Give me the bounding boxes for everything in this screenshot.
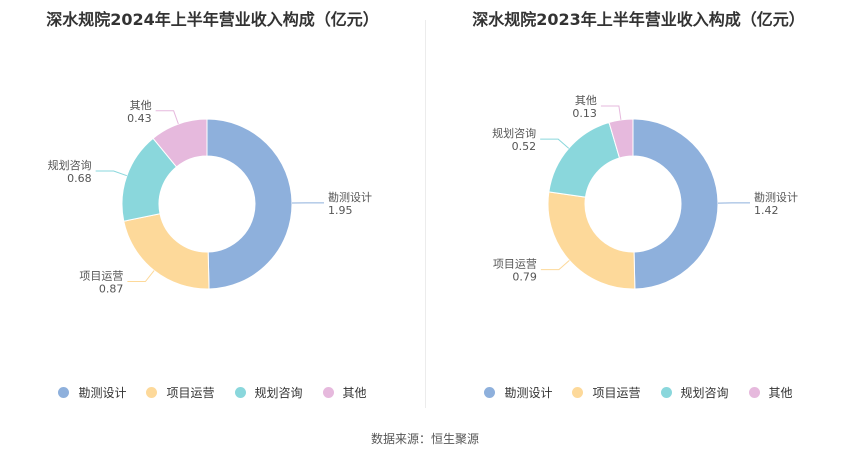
leader-line (540, 138, 570, 149)
donut-slice[interactable] (206, 118, 293, 290)
slice-value-label: 1.95 (328, 204, 353, 217)
legend-item-project-operation[interactable]: 项目运营 (146, 384, 215, 401)
data-source: 数据来源：恒生聚源 (370, 432, 479, 446)
slice-category-label: 其他 (130, 99, 152, 112)
legend-item-other[interactable]: 其他 (322, 384, 367, 401)
donut-slice[interactable] (547, 191, 636, 290)
legend-marker (572, 387, 584, 398)
chart-title: 深水规院2024年上半年营业收入构成（亿元） (46, 10, 379, 29)
slice-category-label: 规划咨询 (492, 126, 536, 140)
legend-label: 项目运营 (592, 386, 641, 400)
legend-label: 项目运营 (166, 386, 215, 400)
legend-item-planning-consulting[interactable]: 规划咨询 (660, 384, 729, 401)
donut-slice[interactable] (632, 118, 719, 290)
slice-category-label: 项目运营 (79, 269, 123, 283)
donut-slice[interactable] (123, 213, 210, 290)
slice-value-label: 0.13 (572, 107, 597, 120)
slice-value-label: 0.52 (512, 140, 537, 153)
legend-item-project-operation[interactable]: 项目运营 (572, 384, 641, 401)
slice-category-label: 勘测设计 (754, 191, 798, 204)
donut-slice[interactable] (608, 118, 634, 159)
slice-category-label: 规划咨询 (48, 158, 92, 172)
leader-line (155, 110, 179, 125)
slice-value-label: 0.43 (127, 112, 152, 125)
slice-category-label: 其他 (575, 94, 597, 107)
leader-line (540, 259, 570, 271)
donut-slice[interactable] (152, 118, 208, 168)
donut-slice[interactable] (548, 121, 621, 198)
slice-value-label: 0.79 (512, 271, 537, 284)
chart-panel-2023: 深水规院2023年上半年营业收入构成（亿元） 勘测设计 1.42 项目运营 0.79 规… (426, 0, 850, 415)
legend-item-survey-design[interactable]: 勘测设计 (58, 384, 126, 401)
slice-value-label: 1.42 (754, 204, 779, 217)
legend-marker (484, 387, 496, 398)
legend-item-planning-consulting[interactable]: 规划咨询 (234, 384, 303, 401)
chart-legend: 勘测设计 项目运营 规划咨询 其他 (0, 384, 425, 401)
legend-label: 勘测设计 (78, 386, 127, 400)
legend-marker (322, 387, 334, 398)
chart-title: 深水规院2023年上半年营业收入构成（亿元） (472, 10, 805, 29)
legend-marker (660, 387, 672, 398)
chart-panel-2024: 深水规院2024年上半年营业收入构成（亿元） 勘测设计 1.95 项目运营 0.87 规… (0, 0, 425, 415)
legend-label: 勘测设计 (504, 386, 553, 400)
leader-line (95, 170, 128, 177)
slice-value-label: 0.68 (67, 172, 92, 185)
leader-line (600, 105, 622, 120)
legend-marker (234, 387, 246, 398)
panel-divider (425, 20, 426, 408)
slice-category-label: 项目运营 (493, 257, 537, 271)
leader-line (127, 270, 155, 283)
legend-label: 规划咨询 (680, 386, 729, 400)
legend-marker (748, 387, 760, 398)
legend-label: 规划咨询 (254, 386, 303, 400)
slice-value-label: 0.87 (99, 283, 124, 296)
legend-item-survey-design[interactable]: 勘测设计 (484, 384, 552, 401)
chart-legend: 勘测设计 项目运营 规划咨询 其他 (426, 384, 850, 401)
legend-marker (146, 387, 158, 398)
slice-category-label: 勘测设计 (328, 191, 372, 204)
legend-label: 其他 (342, 386, 367, 400)
legend-label: 其他 (768, 386, 793, 400)
legend-item-other[interactable]: 其他 (748, 384, 793, 401)
legend-marker (58, 387, 70, 398)
